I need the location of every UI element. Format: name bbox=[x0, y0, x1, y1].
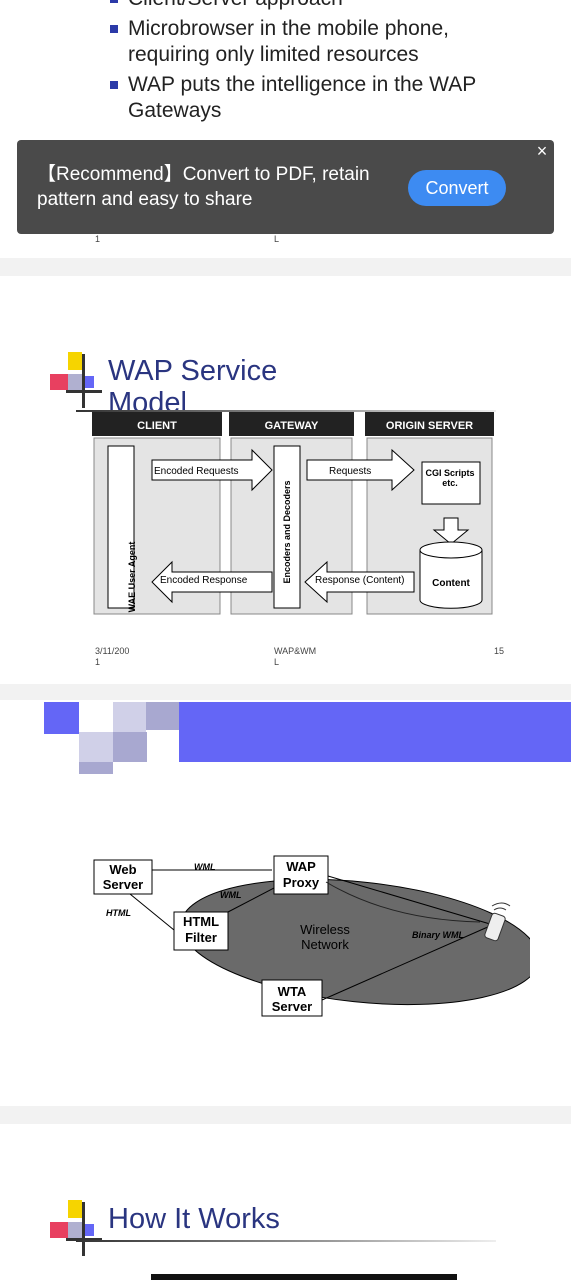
response-content-label: Response (Content) bbox=[315, 575, 405, 586]
decor-square bbox=[44, 702, 79, 734]
wap-proxy-box: WAP Proxy bbox=[282, 859, 320, 890]
requests-label: Requests bbox=[329, 466, 372, 477]
decor-square bbox=[79, 762, 113, 774]
slide-footer-left: 1 bbox=[95, 234, 101, 244]
decor-square bbox=[79, 732, 113, 762]
title-decoration-icon bbox=[50, 352, 102, 408]
bullet-square-icon bbox=[110, 25, 118, 33]
cgi-scripts-label: CGI Scripts etc. bbox=[425, 468, 475, 488]
wml-label: WML bbox=[194, 862, 216, 872]
banner-message: 【Recommend】Convert to PDF, retain patter… bbox=[37, 164, 370, 210]
bullet-square-icon bbox=[110, 0, 118, 3]
slide-footer-center: WAP&WM L bbox=[274, 646, 317, 667]
convert-button[interactable]: Convert bbox=[408, 170, 506, 206]
slide-3: Web Server WAP Proxy HTML Filter WTA Ser… bbox=[0, 700, 571, 1106]
title-underline bbox=[76, 1240, 496, 1242]
bullet-item: WAP puts the intelligence in the WAP Gat… bbox=[110, 72, 510, 124]
decor-square bbox=[146, 702, 179, 730]
encoded-requests-label: Encoded Requests bbox=[154, 466, 239, 477]
origin-server-header: ORIGIN SERVER bbox=[385, 420, 474, 432]
wap-service-model-diagram bbox=[92, 412, 494, 616]
wireless-network-label: Wireless Network bbox=[300, 922, 350, 952]
decor-square bbox=[113, 702, 146, 734]
header-bar bbox=[179, 702, 571, 762]
html-filter-box: HTML Filter bbox=[182, 914, 220, 945]
html-label: HTML bbox=[106, 908, 131, 918]
slide-page-number: 15 bbox=[494, 646, 505, 656]
gateway-header: GATEWAY bbox=[264, 420, 319, 432]
wml-label: WML bbox=[220, 890, 242, 900]
close-icon[interactable]: × bbox=[536, 141, 548, 161]
slide-footer-left: 3/11/200 1 bbox=[95, 646, 130, 667]
bullet-item: Microbrowser in the mobile phone, requir… bbox=[110, 16, 510, 68]
recommend-banner: 【Recommend】Convert to PDF, retain patter… bbox=[17, 140, 554, 234]
slide-4: How It Works bbox=[0, 1124, 571, 1280]
encoders-decoders-label: Encoders and Decoders bbox=[282, 480, 292, 584]
slide-2: WAP Service Model CLIENT GATEWAY ORIGIN … bbox=[0, 276, 571, 684]
content-label: Content bbox=[432, 578, 470, 589]
web-server-box: Web Server bbox=[102, 862, 144, 892]
title-decoration-icon bbox=[50, 1200, 102, 1256]
client-header: CLIENT bbox=[137, 420, 177, 432]
slide-title: How It Works bbox=[108, 1203, 280, 1235]
slide-footer-center: L bbox=[274, 234, 280, 244]
wap-architecture-diagram bbox=[93, 855, 530, 1017]
bullet-item: Client/Server approach bbox=[110, 0, 343, 12]
binary-wml-label: Binary WML bbox=[412, 930, 465, 940]
content-image-top bbox=[151, 1274, 457, 1280]
decor-square bbox=[113, 732, 147, 762]
wae-user-agent-label: WAE User Agent bbox=[127, 541, 137, 613]
encoded-response-label: Encoded Response bbox=[160, 575, 248, 586]
title-underline bbox=[76, 410, 496, 412]
wta-server-box: WTA Server bbox=[271, 984, 313, 1014]
bullet-square-icon bbox=[110, 81, 118, 89]
